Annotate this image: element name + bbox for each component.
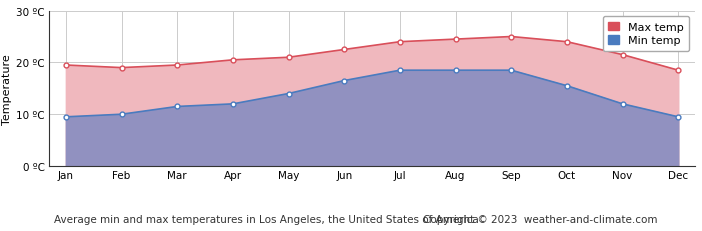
- Y-axis label: Temperature: Temperature: [2, 54, 12, 124]
- Text: Average min and max temperatures in Los Angeles, the United States of America: Average min and max temperatures in Los …: [54, 214, 479, 224]
- Text: Copyright © 2023  weather-and-climate.com: Copyright © 2023 weather-and-climate.com: [423, 214, 658, 224]
- Legend: Max temp, Min temp: Max temp, Min temp: [602, 17, 689, 52]
